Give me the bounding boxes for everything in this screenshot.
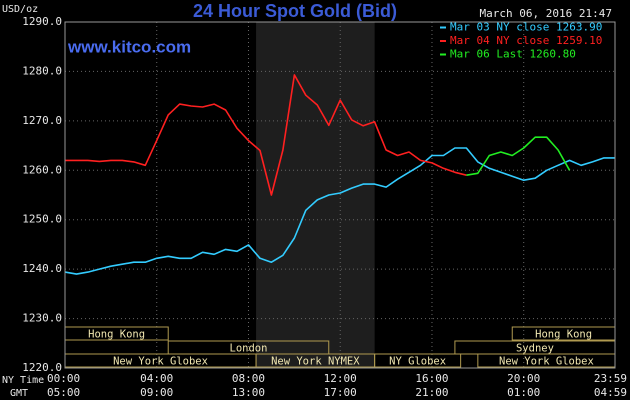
x-tick-label: 23:59 [594,372,627,385]
price-line [466,136,571,176]
y-tick-label: 1230.0 [22,312,62,325]
session-label: New York Globex [499,356,594,368]
x-tick-label: 08:00 [232,372,265,385]
legend-entry: Mar 04 NY close 1259.10 [450,34,602,47]
price-line [65,74,467,196]
x-tick-label: 12:00 [324,372,357,385]
x-axis-label: NY Time [2,375,44,386]
x2-tick-label: 13:00 [232,386,265,399]
chart-title: 24 Hour Spot Gold (Bid) [193,1,397,21]
legend-entry: Mar 06 Last 1260.80 [450,48,576,61]
x2-tick-label: 17:00 [324,386,357,399]
price-line [64,147,615,275]
shading-layer [256,22,375,368]
x2-tick-label: 01:00 [507,386,540,399]
x-tick-label: 04:00 [140,372,173,385]
legend-entry: Mar 03 NY close 1263.90 [450,21,602,34]
session-label: London [230,343,268,355]
x2-tick-label: 04:59 [594,386,627,399]
site-name: www.kitco.com [67,37,191,56]
session-shade [256,22,375,368]
y-tick-label: 1280.0 [22,64,62,77]
x-tick-label: 16:00 [415,372,448,385]
session-label: New York NYMEX [271,356,360,368]
y-axis-label: USD/oz [2,4,38,15]
session-label: Hong Kong [535,329,592,341]
x2-axis-label: GMT [10,388,28,399]
y-tick-label: 1240.0 [22,262,62,275]
session-label: New York Globex [113,356,208,368]
lines-layer [64,74,615,275]
x2-tick-label: 21:00 [415,386,448,399]
y-tick-label: 1260.0 [22,163,62,176]
x2-tick-label: 09:00 [140,386,173,399]
session-label: NY Globex [389,356,446,368]
session-label: Sydney [516,343,554,355]
y-tick-label: 1220.0 [22,361,62,374]
session-label: Hong Kong [88,329,145,341]
y-tick-label: 1290.0 [22,15,62,28]
y-tick-label: 1270.0 [22,114,62,127]
x2-tick-label: 05:00 [47,386,80,399]
y-tick-label: 1250.0 [22,213,62,226]
x-tick-label: 20:00 [507,372,540,385]
x-tick-label: 00:00 [47,372,80,385]
plot-frame [64,21,616,369]
timestamp: March 06, 2016 21:47 [480,7,612,20]
session-box [374,353,462,368]
